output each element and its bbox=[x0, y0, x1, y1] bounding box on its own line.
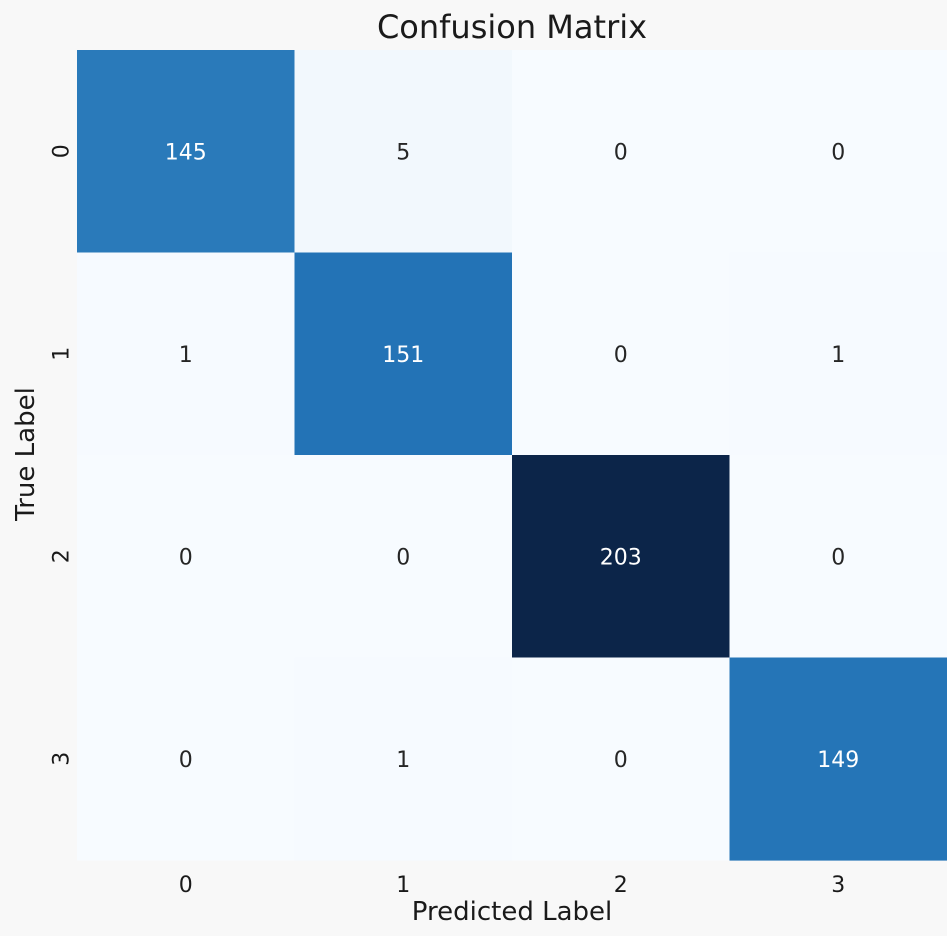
cell-value-label: 0 bbox=[179, 748, 193, 773]
y-tick-label: 1 bbox=[50, 347, 75, 361]
x-tick-label: 0 bbox=[179, 873, 193, 898]
cell-value-label: 1 bbox=[396, 748, 410, 773]
heatmap-cell-r2-c3 bbox=[729, 455, 947, 659]
heatmap-cell-labels: 145 5 0 0 1 151 0 1 0 0 203 0 0 1 0 149 bbox=[165, 140, 860, 773]
heatmap-cell-r2-c0 bbox=[77, 455, 296, 659]
cell-value-label: 1 bbox=[831, 343, 845, 368]
cell-value-label: 203 bbox=[600, 545, 642, 570]
cell-value-label: 0 bbox=[614, 748, 628, 773]
x-tick-label: 1 bbox=[396, 873, 410, 898]
cell-value-label: 0 bbox=[831, 140, 845, 165]
heatmap-cells bbox=[77, 50, 947, 861]
y-tick-label: 2 bbox=[50, 549, 75, 563]
cell-value-label: 145 bbox=[165, 140, 207, 165]
y-axis-label: True Label bbox=[11, 387, 41, 522]
heatmap-cell-r0-c0 bbox=[77, 50, 296, 254]
heatmap-cell-r2-c1 bbox=[294, 455, 513, 659]
heatmap-cell-r1-c1 bbox=[294, 252, 513, 456]
cell-value-label: 0 bbox=[614, 343, 628, 368]
x-axis-ticks: 0 1 2 3 bbox=[179, 873, 846, 898]
y-tick-label: 0 bbox=[50, 144, 75, 158]
x-axis-label: Predicted Label bbox=[412, 897, 612, 927]
cell-value-label: 151 bbox=[382, 343, 424, 368]
heatmap-cell-r3-c3 bbox=[729, 657, 947, 861]
x-tick-label: 3 bbox=[831, 873, 845, 898]
cell-value-label: 0 bbox=[831, 545, 845, 570]
heatmap-cell-r3-c2 bbox=[512, 657, 731, 861]
cell-value-label: 149 bbox=[817, 748, 859, 773]
cell-value-label: 1 bbox=[179, 343, 193, 368]
y-tick-label: 3 bbox=[50, 752, 75, 766]
heatmap-cell-r0-c3 bbox=[729, 50, 947, 254]
heatmap-cell-r1-c0 bbox=[77, 252, 296, 456]
y-axis-ticks: 0 1 2 3 bbox=[50, 144, 75, 766]
x-tick-label: 2 bbox=[614, 873, 628, 898]
cell-value-label: 0 bbox=[614, 140, 628, 165]
heatmap-cell-r1-c2 bbox=[512, 252, 731, 456]
heatmap-cell-r2-c2 bbox=[512, 455, 731, 659]
heatmap-cell-r0-c2 bbox=[512, 50, 731, 254]
heatmap-cell-r3-c0 bbox=[77, 657, 296, 861]
heatmap-cell-r1-c3 bbox=[729, 252, 947, 456]
cell-value-label: 0 bbox=[179, 545, 193, 570]
chart-title: Confusion Matrix bbox=[377, 8, 647, 46]
heatmap-cell-r0-c1 bbox=[294, 50, 513, 254]
heatmap-cell-r3-c1 bbox=[294, 657, 513, 861]
cell-value-label: 5 bbox=[396, 140, 410, 165]
cell-value-label: 0 bbox=[396, 545, 410, 570]
